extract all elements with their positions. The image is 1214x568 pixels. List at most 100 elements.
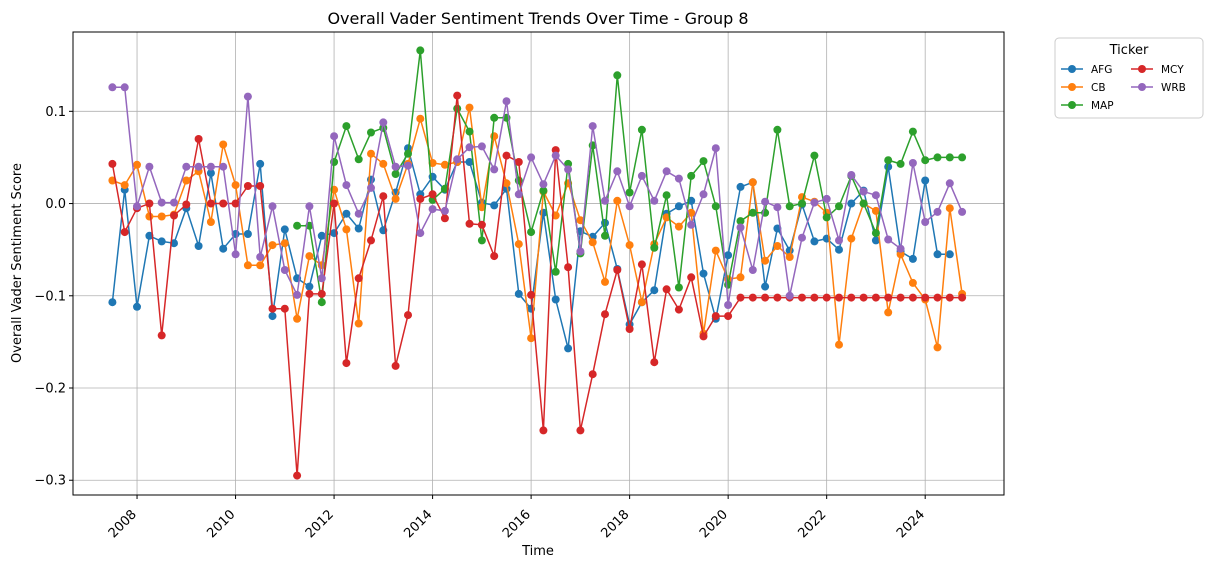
data-point <box>440 214 449 223</box>
data-point <box>453 155 462 164</box>
data-point <box>625 188 634 197</box>
data-point <box>108 298 117 307</box>
data-point <box>736 223 745 232</box>
data-point <box>921 293 930 302</box>
data-point <box>539 186 548 195</box>
data-point <box>847 293 856 302</box>
data-point <box>145 231 154 240</box>
data-point <box>945 204 954 213</box>
series-wrb <box>108 83 967 309</box>
data-point <box>280 304 289 313</box>
data-point <box>908 127 917 136</box>
data-point <box>613 167 622 176</box>
data-point <box>884 308 893 317</box>
data-point <box>145 199 154 208</box>
data-point <box>354 209 363 218</box>
data-point <box>367 128 375 137</box>
data-point <box>145 212 154 221</box>
data-point <box>773 203 782 212</box>
data-point <box>367 149 375 158</box>
data-point <box>268 304 277 313</box>
data-point <box>514 190 523 199</box>
data-point <box>908 254 917 263</box>
data-point <box>293 314 302 323</box>
data-point <box>945 293 954 302</box>
data-point <box>243 182 252 190</box>
data-point <box>699 190 708 199</box>
data-point <box>822 293 831 302</box>
data-point <box>108 159 117 168</box>
data-point <box>354 274 363 283</box>
y-tick-label: 0.1 <box>45 105 66 120</box>
data-point <box>477 142 486 151</box>
data-point <box>440 184 449 193</box>
data-point <box>798 293 806 302</box>
legend-item: AFG <box>1061 64 1112 76</box>
data-point <box>588 238 597 247</box>
data-point <box>847 199 856 208</box>
y-axis: −0.3 −0.2 −0.1 0.0 0.1 <box>34 105 73 489</box>
data-point <box>133 302 141 311</box>
data-point <box>711 312 720 321</box>
data-point <box>367 236 375 245</box>
data-point <box>367 183 375 192</box>
data-point <box>120 83 129 92</box>
data-point <box>305 282 314 291</box>
series-line-cb <box>112 107 963 348</box>
data-point <box>157 198 166 207</box>
data-point <box>170 198 178 207</box>
data-point <box>219 199 228 208</box>
legend-marker <box>1138 65 1146 73</box>
data-point <box>194 242 203 250</box>
data-point <box>613 71 622 80</box>
data-point <box>576 426 585 435</box>
series-lines <box>108 46 967 480</box>
data-point <box>576 247 585 256</box>
data-point <box>465 219 474 228</box>
legend: Ticker AFG CB MAP MCY WRB <box>1054 37 1204 119</box>
data-point <box>354 224 363 233</box>
data-point <box>428 190 437 199</box>
data-point <box>477 203 486 212</box>
data-point <box>404 161 412 170</box>
data-point <box>859 187 868 196</box>
data-point <box>810 198 819 207</box>
data-point <box>810 293 819 302</box>
chart-title: Overall Vader Sentiment Trends Over Time… <box>327 9 748 28</box>
data-point <box>736 182 745 191</box>
data-point <box>305 252 314 261</box>
data-point <box>699 332 708 341</box>
legend-label: AFG <box>1091 64 1112 76</box>
data-point <box>416 229 425 238</box>
data-point <box>724 251 733 260</box>
data-point <box>120 228 129 237</box>
data-point <box>206 199 215 208</box>
data-point <box>588 122 597 131</box>
data-point <box>871 191 880 200</box>
data-point <box>810 151 819 160</box>
data-point <box>835 245 843 254</box>
data-point <box>280 266 289 274</box>
data-point <box>761 256 770 265</box>
data-point <box>662 191 671 200</box>
data-point <box>933 207 942 216</box>
data-point <box>342 225 351 234</box>
data-point <box>182 176 191 185</box>
data-point <box>206 169 215 178</box>
legend-marker <box>1138 83 1146 91</box>
data-point <box>145 162 154 171</box>
data-point <box>625 202 634 211</box>
data-point <box>711 202 720 211</box>
data-point <box>871 229 880 238</box>
data-point <box>933 153 942 162</box>
data-point <box>785 202 794 211</box>
data-point <box>564 165 573 174</box>
data-point <box>440 206 449 215</box>
data-point <box>268 241 277 250</box>
data-point <box>896 244 905 253</box>
y-tick-label: 0.0 <box>45 197 66 212</box>
data-point <box>182 162 191 171</box>
data-point <box>847 171 856 179</box>
y-axis-label: Overall Vader Sentiment Score <box>10 163 25 363</box>
